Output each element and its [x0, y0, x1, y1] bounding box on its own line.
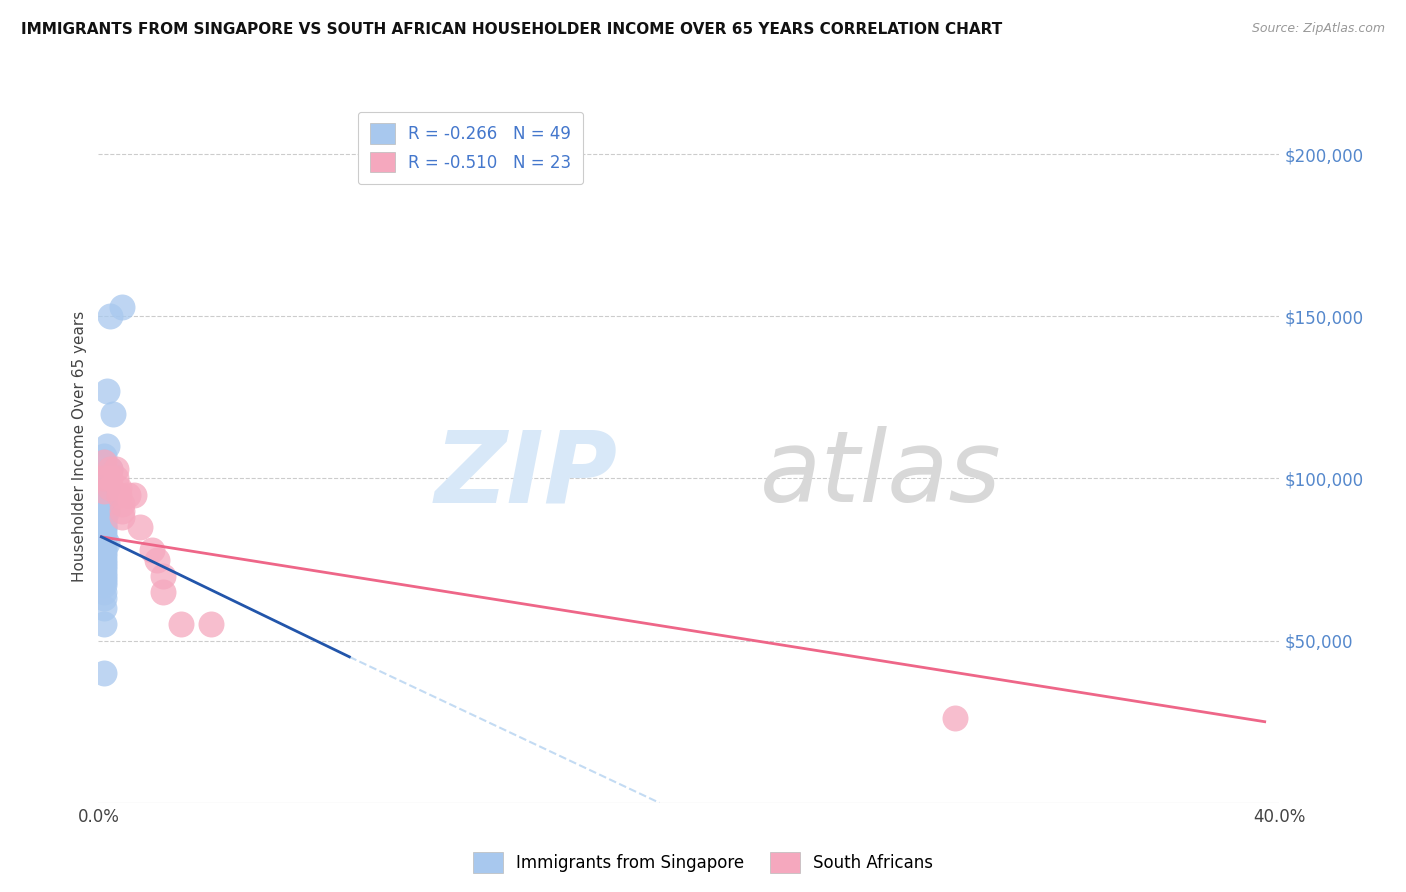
Text: Source: ZipAtlas.com: Source: ZipAtlas.com	[1251, 22, 1385, 36]
Point	[93, 559, 115, 574]
Point	[108, 488, 131, 502]
Point	[93, 556, 115, 570]
Point	[93, 585, 115, 599]
Point	[103, 407, 125, 421]
Point	[146, 552, 169, 566]
Y-axis label: Householder Income Over 65 years: Householder Income Over 65 years	[72, 310, 87, 582]
Point	[93, 471, 115, 485]
Point	[93, 530, 115, 544]
Point	[93, 514, 115, 528]
Point	[93, 524, 115, 538]
Point	[93, 572, 115, 586]
Point	[93, 533, 115, 547]
Point	[93, 562, 115, 576]
Point	[93, 666, 115, 681]
Point	[170, 617, 193, 632]
Point	[93, 475, 115, 489]
Point	[93, 455, 115, 469]
Point	[111, 300, 134, 314]
Point	[108, 481, 131, 495]
Point	[93, 500, 115, 515]
Point	[105, 471, 128, 485]
Text: IMMIGRANTS FROM SINGAPORE VS SOUTH AFRICAN HOUSEHOLDER INCOME OVER 65 YEARS CORR: IMMIGRANTS FROM SINGAPORE VS SOUTH AFRIC…	[21, 22, 1002, 37]
Legend: Immigrants from Singapore, South Africans: Immigrants from Singapore, South African…	[467, 846, 939, 880]
Point	[93, 549, 115, 564]
Point	[93, 491, 115, 505]
Point	[93, 591, 115, 606]
Point	[98, 461, 121, 475]
Point	[152, 568, 174, 582]
Point	[128, 520, 150, 534]
Point	[98, 481, 121, 495]
Point	[96, 439, 118, 453]
Point	[943, 711, 966, 725]
Point	[93, 566, 115, 580]
Point	[93, 542, 115, 557]
Point	[93, 455, 115, 469]
Legend: R = -0.266   N = 49, R = -0.510   N = 23: R = -0.266 N = 49, R = -0.510 N = 23	[359, 112, 583, 184]
Point	[93, 568, 115, 582]
Point	[93, 478, 115, 492]
Point	[96, 471, 118, 485]
Point	[93, 575, 115, 590]
Point	[105, 461, 128, 475]
Point	[98, 310, 121, 324]
Point	[93, 552, 115, 566]
Point	[96, 481, 118, 495]
Text: atlas: atlas	[759, 426, 1001, 523]
Point	[200, 617, 222, 632]
Point	[111, 504, 134, 518]
Point	[93, 484, 115, 499]
Point	[93, 488, 115, 502]
Point	[96, 384, 118, 398]
Point	[96, 504, 118, 518]
Text: ZIP: ZIP	[434, 426, 619, 523]
Point	[93, 520, 115, 534]
Point	[98, 461, 121, 475]
Point	[93, 516, 115, 531]
Point	[93, 617, 115, 632]
Point	[93, 601, 115, 615]
Point	[96, 536, 118, 550]
Point	[93, 484, 115, 499]
Point	[98, 471, 121, 485]
Point	[93, 497, 115, 511]
Point	[93, 526, 115, 541]
Point	[93, 494, 115, 508]
Point	[122, 488, 145, 502]
Point	[141, 542, 163, 557]
Point	[93, 546, 115, 560]
Point	[152, 585, 174, 599]
Point	[93, 514, 115, 528]
Point	[93, 510, 115, 524]
Point	[93, 507, 115, 521]
Point	[111, 497, 134, 511]
Point	[111, 510, 134, 524]
Point	[117, 488, 139, 502]
Point	[93, 540, 115, 554]
Point	[93, 520, 115, 534]
Point	[93, 449, 115, 463]
Point	[93, 578, 115, 592]
